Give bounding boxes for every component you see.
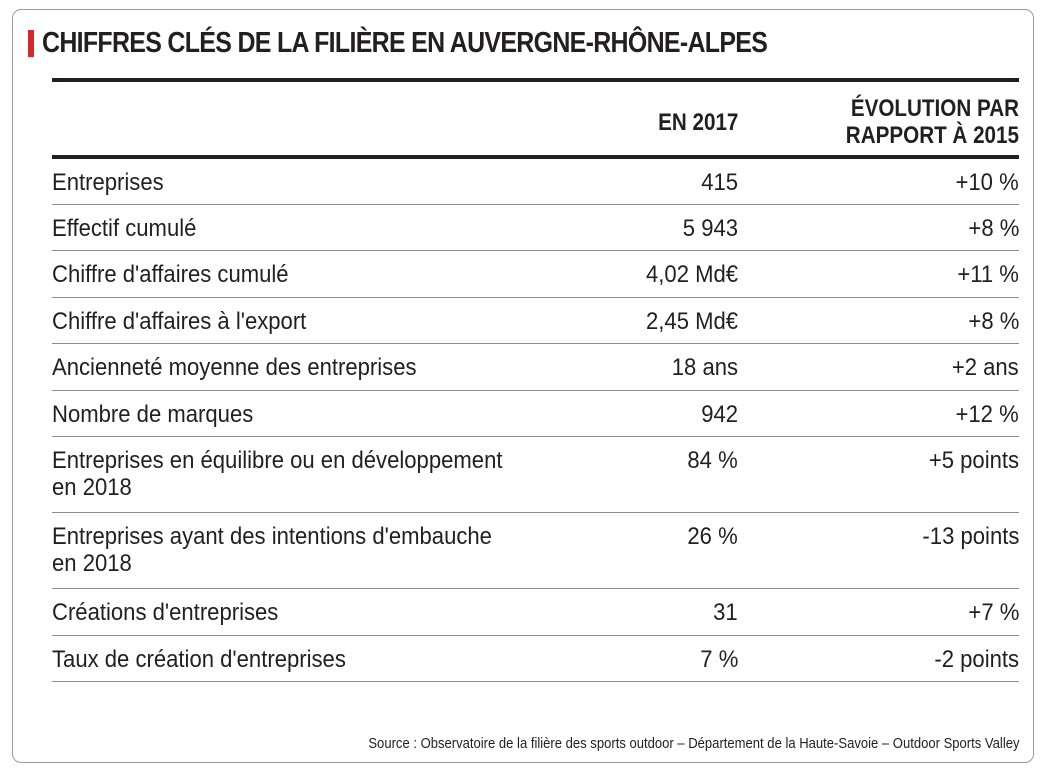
row-value: 18 ans [671,354,738,381]
table-row: Taux de création d'entreprises 7 % -2 po… [52,636,1019,682]
title-block: CHIFFRES CLÉS DE LA FILIÈRE EN AUVERGNE-… [28,26,885,60]
row-label: Créations d'entreprises [52,599,279,626]
column-header-evolution-line2: RAPPORT À 2015 [845,122,1019,149]
row-value: 7 % [699,646,738,673]
row-evolution: +2 ans [952,354,1019,381]
table-row: Effectif cumulé 5 943 +8 % [52,205,1019,251]
row-value: 84 % [687,447,738,474]
row-evolution: +7 % [968,599,1019,626]
row-value: 5 943 [682,215,738,242]
table-header: EN 2017 ÉVOLUTION PAR RAPPORT À 2015 [52,82,1019,159]
row-value: 2,45 Md€ [645,308,738,335]
key-figures-table: EN 2017 ÉVOLUTION PAR RAPPORT À 2015 Ent… [52,78,1019,682]
table-row: Créations d'entreprises 31 +7 % [52,589,1019,636]
row-evolution: +5 points [928,447,1019,474]
row-label: Taux de création d'entreprises [52,646,346,673]
row-label: Entreprises ayant des intentions d'embau… [52,523,586,577]
source-note: Source : Observatoire de la filière des … [368,736,1020,752]
infographic-frame [12,9,1034,763]
row-label: Effectif cumulé [52,215,197,242]
row-evolution: +10 % [955,169,1019,196]
row-evolution: +8 % [968,215,1019,242]
row-label-line2: en 2018 [52,474,132,501]
row-label: Nombre de marques [52,401,254,428]
table-top-rule [52,78,1019,82]
row-value: 4,02 Md€ [645,261,738,288]
table-row: Entreprises ayant des intentions d'embau… [52,513,1019,589]
column-header-year: EN 2017 [657,109,738,136]
page-title: CHIFFRES CLÉS DE LA FILIÈRE EN AUVERGNE-… [42,26,768,59]
table-row: Chiffre d'affaires à l'export 2,45 Md€ +… [52,298,1019,344]
column-header-evolution-line1: ÉVOLUTION PAR [850,95,1019,122]
row-label-line2: en 2018 [52,550,132,577]
row-evolution: +12 % [955,401,1019,428]
row-label: Entreprises [52,169,164,196]
table-row: Entreprises 415 +10 % [52,159,1019,205]
row-value: 31 [713,599,738,626]
row-label-line1: Entreprises ayant des intentions d'embau… [52,523,492,550]
title-accent-bar [28,29,34,57]
row-value: 26 % [687,523,738,550]
table-row: Nombre de marques 942 +12 % [52,391,1019,437]
row-value: 942 [701,401,738,428]
table-row: Chiffre d'affaires cumulé 4,02 Md€ +11 % [52,251,1019,298]
row-evolution: -13 points [922,523,1019,550]
table-row: Entreprises en équilibre ou en développe… [52,437,1019,513]
row-evolution: -2 points [934,646,1019,673]
row-label-line1: Entreprises en équilibre ou en développe… [52,447,503,474]
row-evolution: +8 % [968,308,1019,335]
row-label: Ancienneté moyenne des entreprises [52,354,417,381]
row-label: Entreprises en équilibre ou en développe… [52,447,586,501]
row-label: Chiffre d'affaires cumulé [52,261,289,288]
table-row: Ancienneté moyenne des entreprises 18 an… [52,344,1019,391]
row-label: Chiffre d'affaires à l'export [52,308,307,335]
row-evolution: +11 % [957,261,1019,288]
row-value: 415 [701,169,738,196]
column-header-evolution: ÉVOLUTION PAR RAPPORT À 2015 [795,95,1019,149]
